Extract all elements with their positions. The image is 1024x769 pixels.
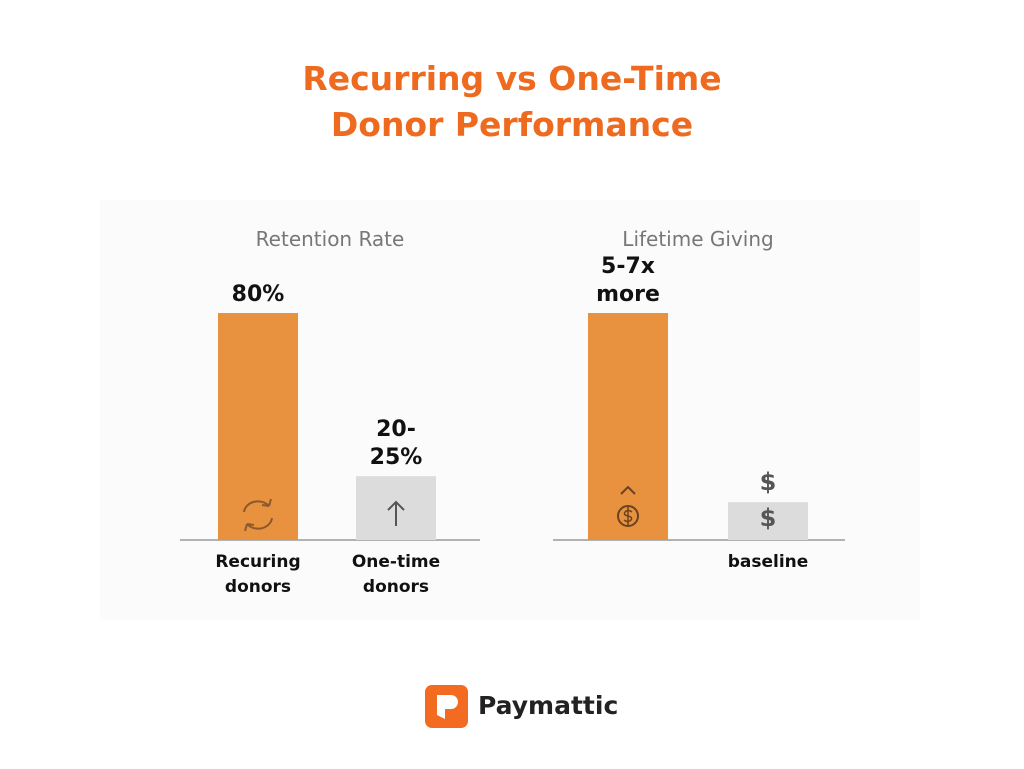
bar	[728, 502, 808, 540]
icon-refresh	[244, 517, 273, 532]
chart-title: Lifetime Giving	[622, 227, 773, 251]
category-label: Recuring donors	[215, 552, 301, 597]
bar	[218, 313, 298, 540]
page-title: Recurring vs One-Time Donor Performance	[302, 59, 722, 144]
icon-coin	[617, 505, 639, 527]
value-label: 5-7x more	[596, 254, 660, 307]
logo-text: Paymattic	[478, 691, 619, 720]
bar	[588, 313, 668, 540]
category-label: One-time donors	[351, 552, 441, 597]
icon-coin-s	[623, 507, 633, 525]
icon-caret	[620, 485, 636, 495]
annotation: $	[760, 468, 777, 496]
value-label: 20-25%	[369, 417, 423, 471]
logo-mark	[437, 695, 458, 719]
chart-title: Retention Rate	[256, 227, 405, 251]
icon-refresh	[243, 498, 272, 513]
value-label: 80%	[231, 282, 285, 307]
category-label: baseline	[727, 552, 809, 572]
icon-arrow	[387, 500, 405, 526]
annotation: $	[760, 504, 777, 532]
